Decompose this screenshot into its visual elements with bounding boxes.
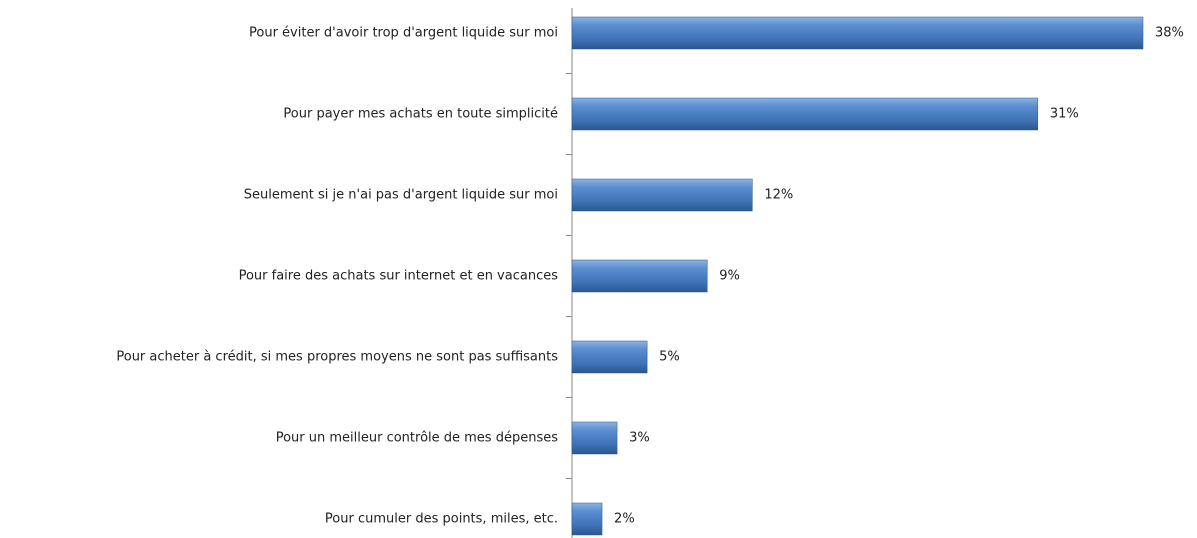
category-label: Pour acheter à crédit, si mes propres mo…	[116, 350, 558, 365]
bar	[571, 340, 648, 374]
data-label: 3%	[629, 431, 650, 446]
data-label: 5%	[659, 350, 680, 365]
bar	[571, 421, 618, 455]
category-label: Pour cumuler des points, miles, etc.	[325, 512, 558, 527]
bar	[571, 97, 1039, 131]
data-label: 2%	[614, 512, 635, 527]
category-label: Pour payer mes achats en toute simplicit…	[283, 107, 558, 122]
data-label: 38%	[1155, 26, 1184, 41]
bar	[571, 259, 708, 293]
category-label: Seulement si je n'ai pas d'argent liquid…	[244, 188, 558, 203]
data-label: 12%	[764, 188, 793, 203]
data-label: 31%	[1050, 107, 1079, 122]
category-label: Pour éviter d'avoir trop d'argent liquid…	[249, 26, 558, 41]
bar	[571, 502, 603, 536]
data-label: 9%	[719, 269, 740, 284]
category-label: Pour un meilleur contrôle de mes dépense…	[276, 431, 559, 446]
category-label: Pour faire des achats sur internet et en…	[239, 269, 559, 284]
bar	[571, 16, 1144, 50]
bar	[571, 178, 753, 212]
